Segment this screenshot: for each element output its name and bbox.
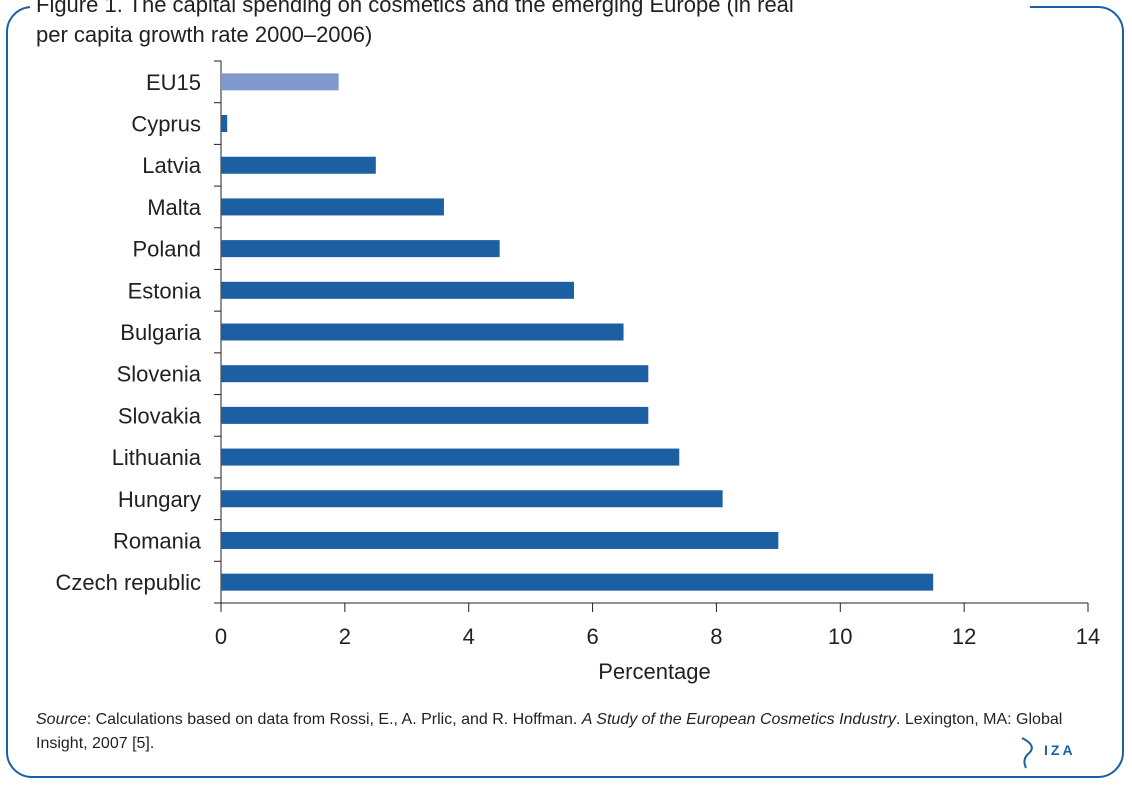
y-tick-label: Estonia: [128, 278, 202, 303]
y-tick-label: Bulgaria: [120, 320, 201, 345]
y-tick-label: Romania: [113, 528, 202, 553]
title-mask: [30, 0, 1030, 12]
bar: [221, 490, 723, 508]
bar: [221, 448, 680, 466]
y-tick-label: Poland: [132, 237, 201, 262]
iza-swoosh-icon: [1021, 737, 1033, 769]
bar: [221, 573, 934, 591]
x-tick-label: 0: [215, 624, 227, 649]
iza-logo: IZA: [1020, 734, 1110, 770]
bar: [221, 240, 500, 258]
x-tick-label: 2: [339, 624, 351, 649]
bar: [221, 281, 574, 299]
source-note: Source: Calculations based on data from …: [36, 708, 1096, 756]
bar: [221, 198, 444, 216]
bar: [221, 406, 649, 424]
bar: [221, 156, 376, 174]
bar: [221, 365, 649, 383]
bar: [221, 73, 339, 91]
x-tick-label: 6: [586, 624, 598, 649]
figure-title: Figure 1. The capital spending on cosmet…: [36, 0, 794, 47]
y-tick-label: Slovenia: [117, 362, 202, 387]
y-tick-label: Slovakia: [118, 403, 202, 428]
iza-logo-text: IZA: [1044, 742, 1076, 758]
source-text-1: : Calculations based on data from Rossi,…: [86, 711, 582, 728]
y-tick-label: Lithuania: [112, 445, 202, 470]
bar: [221, 323, 624, 341]
x-axis-label: Percentage: [598, 659, 711, 684]
x-tick-label: 10: [828, 624, 852, 649]
source-prefix: Source: [36, 711, 87, 728]
bar: [221, 115, 228, 133]
source-text-2: . Lexington, MA: Global Insight, 2007 [5…: [36, 711, 1063, 752]
y-tick-label: Hungary: [118, 487, 201, 512]
x-tick-label: 12: [952, 624, 976, 649]
y-tick-label: EU15: [146, 70, 201, 95]
y-tick-label: Czech republic: [55, 570, 201, 595]
x-tick-label: 4: [463, 624, 475, 649]
source-book-title: A Study of the European Cosmetics Indust…: [581, 711, 896, 728]
x-tick-label: 8: [710, 624, 722, 649]
bar-chart: EU15 Cyprus Latvia Malta Poland Estonia Bulgar…: [55, 60, 1100, 684]
x-tick-label: 14: [1076, 624, 1100, 649]
y-tick-label: Malta: [147, 195, 202, 220]
y-tick-label: Latvia: [142, 153, 201, 178]
y-tick-label: Cyprus: [131, 112, 201, 137]
bar: [221, 531, 779, 549]
